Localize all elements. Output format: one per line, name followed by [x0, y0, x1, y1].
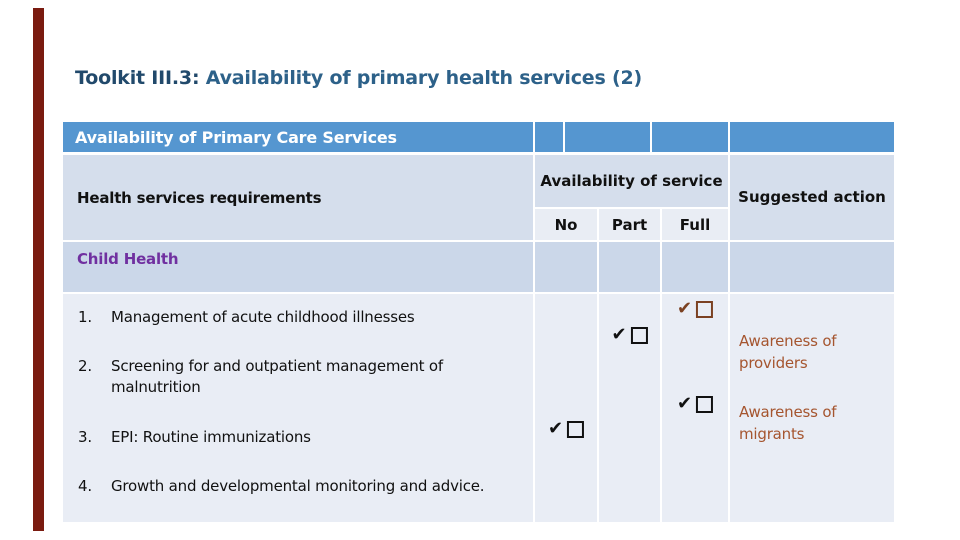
list-item: 1. Management of acute childhood illness… — [78, 307, 511, 328]
title-prefix: Toolkit III.3: — [75, 67, 200, 89]
list-item-number: 1. — [78, 308, 92, 326]
table-banner-row: Availability of Primary Care Services — [63, 122, 894, 152]
action-note-providers: Awareness of providers — [739, 332, 837, 372]
header-requirements-label: Health services requirements — [77, 188, 322, 207]
requirements-list-cell: 1. Management of acute childhood illness… — [63, 294, 533, 522]
banner-empty-cell — [730, 122, 894, 152]
header-col-part: Part — [599, 209, 660, 240]
empty-box-icon — [630, 326, 648, 344]
column-part-cell: ✔ — [599, 294, 660, 522]
check-tick-icon: ✔ — [611, 324, 627, 345]
checkbox-checked-icon: ✔ — [676, 298, 714, 319]
banner-empty-cell — [565, 122, 650, 152]
empty-box-icon — [696, 395, 714, 413]
table-body-row: 1. Management of acute childhood illness… — [63, 294, 894, 522]
slide-accent-bar — [33, 8, 44, 531]
suggested-action-cell: Awareness of providers Awareness of migr… — [730, 294, 894, 522]
availability-table: Availability of Primary Care Services He… — [63, 122, 894, 522]
section-label-cell: Child Health — [63, 242, 533, 292]
empty-box-icon — [696, 300, 714, 318]
list-item: 4. Growth and developmental monitoring a… — [78, 476, 511, 497]
header-subcolumns: No Part Full — [535, 209, 728, 240]
column-no-cell: ✔ — [535, 294, 597, 522]
checkbox-checked-icon: ✔ — [676, 393, 714, 414]
list-item-text: Management of acute childhood illnesses — [111, 308, 415, 326]
list-item-text: Screening for and outpatient management … — [111, 357, 443, 396]
section-label: Child Health — [77, 250, 179, 268]
section-empty-cell — [535, 242, 597, 292]
section-empty-cell — [662, 242, 728, 292]
header-col-no: No — [535, 209, 597, 240]
checkbox-checked-icon: ✔ — [611, 324, 648, 345]
header-suggested-action-label: Suggested action — [730, 155, 894, 240]
section-empty-cell — [599, 242, 660, 292]
list-item: 3. EPI: Routine immunizations — [78, 427, 511, 448]
banner-empty-cell — [652, 122, 728, 152]
header-requirements-cell: Health services requirements — [63, 155, 533, 240]
banner-empty-cell — [535, 122, 563, 152]
title-rest: Availability of primary health services … — [199, 67, 642, 89]
action-note-migrants: Awareness of migrants — [739, 403, 837, 443]
check-tick-icon: ✔ — [676, 298, 693, 319]
header-col-full: Full — [662, 209, 728, 240]
banner-title: Availability of Primary Care Services — [75, 127, 397, 147]
table-header-row: Health services requirements Availabilit… — [63, 155, 894, 240]
checkbox-checked-icon: ✔ — [547, 418, 585, 439]
page-title: Toolkit III.3: Availability of primary h… — [75, 64, 642, 92]
list-item-number: 4. — [78, 477, 92, 495]
column-full-cell: ✔ ✔ — [662, 294, 728, 522]
header-availability-label: Availability of service — [535, 155, 728, 207]
empty-box-icon — [567, 420, 585, 438]
header-availability-group: Availability of service No Part Full — [535, 155, 728, 240]
list-item-number: 3. — [78, 428, 92, 446]
list-item: 2. Screening for and outpatient manageme… — [78, 356, 511, 398]
list-item-number: 2. — [78, 357, 92, 375]
check-tick-icon: ✔ — [676, 393, 693, 414]
list-item-text: EPI: Routine immunizations — [111, 428, 311, 446]
section-empty-cell — [730, 242, 894, 292]
section-row-child-health: Child Health — [63, 242, 894, 292]
check-tick-icon: ✔ — [547, 418, 564, 439]
banner-title-cell: Availability of Primary Care Services — [63, 122, 533, 152]
list-item-text: Growth and developmental monitoring and … — [111, 477, 485, 495]
